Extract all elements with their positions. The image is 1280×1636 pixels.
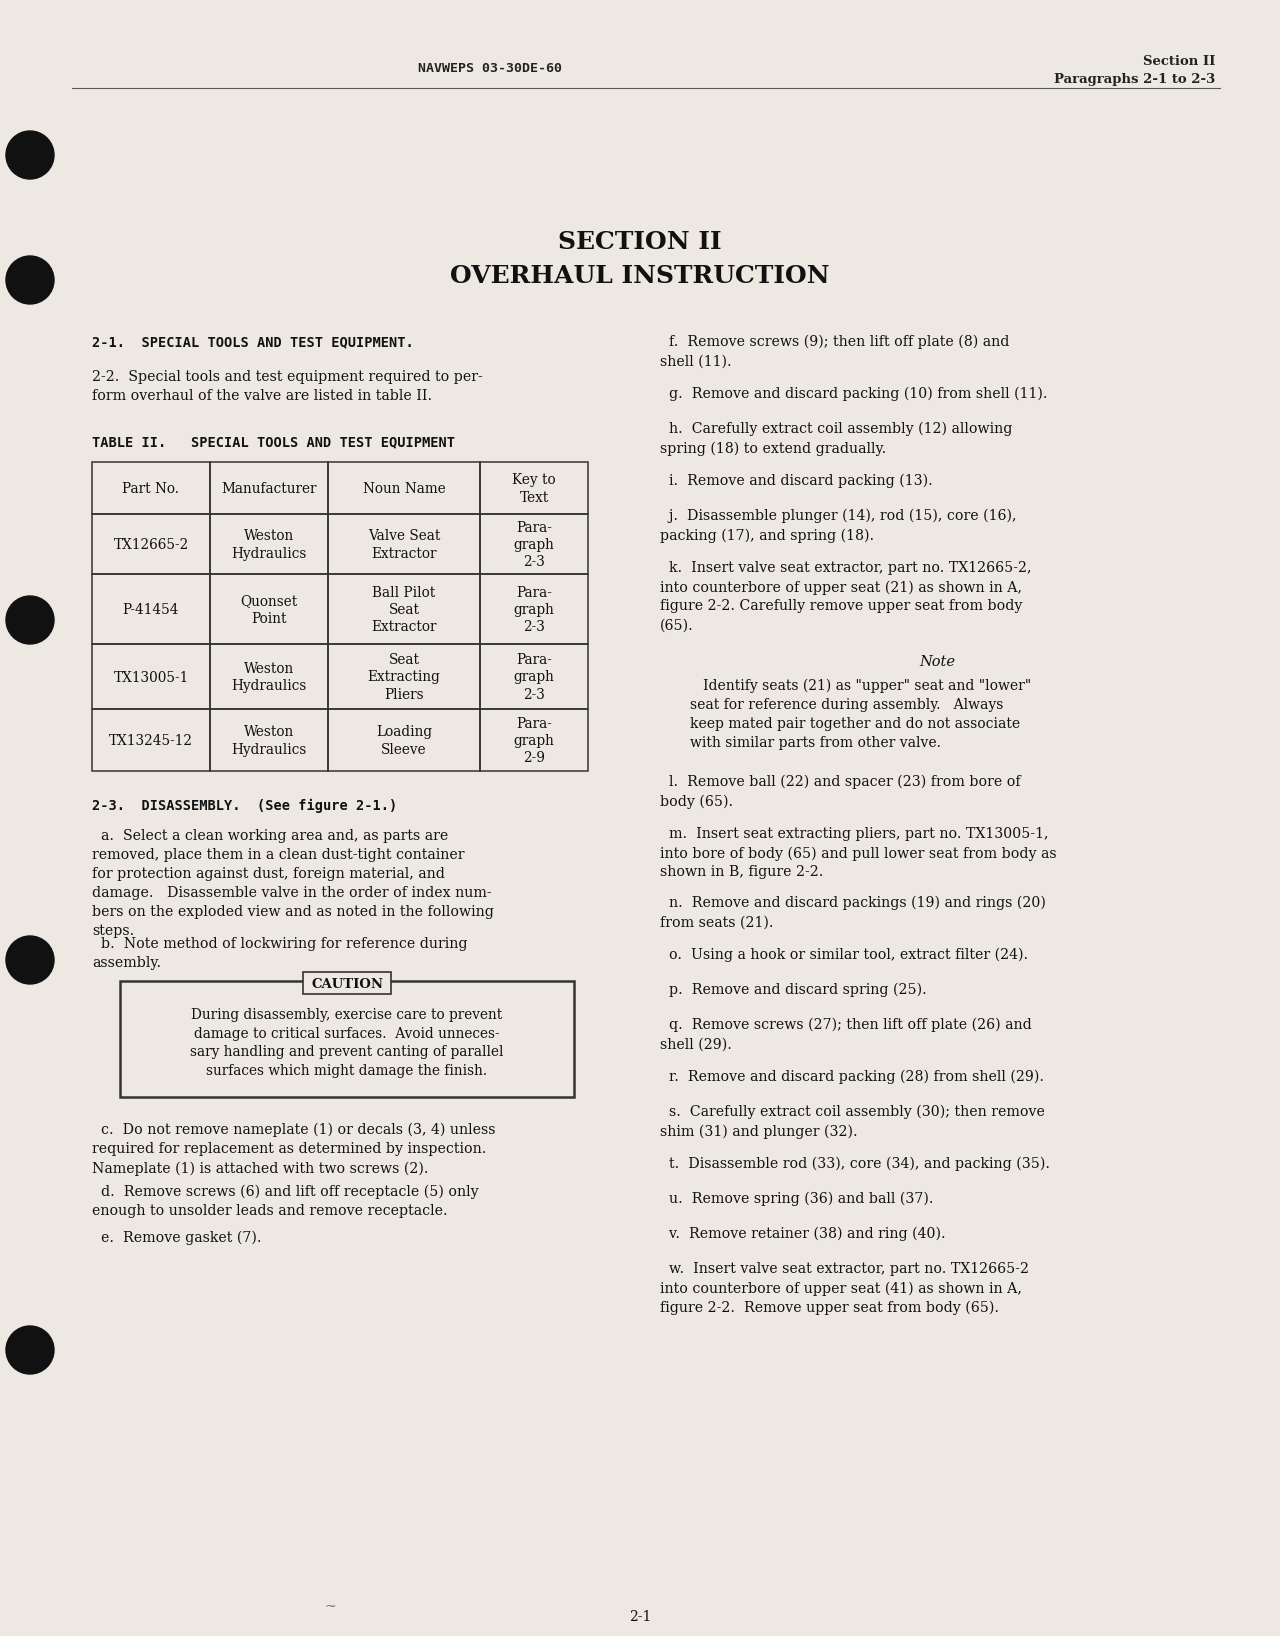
Text: SECTION II: SECTION II <box>558 231 722 254</box>
Text: i.  Remove and discard packing (13).: i. Remove and discard packing (13). <box>660 474 933 489</box>
Text: Weston
Hydraulics: Weston Hydraulics <box>232 663 307 694</box>
Bar <box>92 461 210 514</box>
Text: Manufacturer: Manufacturer <box>221 483 316 496</box>
Text: Loading
Sleeve: Loading Sleeve <box>376 725 433 756</box>
Bar <box>210 574 328 645</box>
Bar <box>480 514 588 574</box>
Text: Para-
graph
2-3: Para- graph 2-3 <box>513 586 554 635</box>
Text: e.  Remove gasket (7).: e. Remove gasket (7). <box>92 1230 261 1245</box>
Text: c.  Do not remove nameplate (1) or decals (3, 4) unless
required for replacement: c. Do not remove nameplate (1) or decals… <box>92 1122 495 1176</box>
Circle shape <box>6 936 54 983</box>
Text: a.  Select a clean working area and, as parts are
removed, place them in a clean: a. Select a clean working area and, as p… <box>92 829 494 937</box>
Text: Para-
graph
2-3: Para- graph 2-3 <box>513 520 554 569</box>
Text: l.  Remove ball (22) and spacer (23) from bore of
body (65).: l. Remove ball (22) and spacer (23) from… <box>660 775 1020 808</box>
Bar <box>328 461 480 514</box>
Bar <box>480 645 588 708</box>
Text: Paragraphs 2-1 to 2-3: Paragraphs 2-1 to 2-3 <box>1053 74 1215 87</box>
Text: Quonset
Point: Quonset Point <box>241 594 298 625</box>
Text: P-41454: P-41454 <box>123 604 179 617</box>
Text: n.  Remove and discard packings (19) and rings (20)
from seats (21).: n. Remove and discard packings (19) and … <box>660 897 1046 929</box>
Text: CAUTION: CAUTION <box>311 977 383 990</box>
Text: TX13005-1: TX13005-1 <box>114 671 188 684</box>
Text: Part No.: Part No. <box>123 483 179 496</box>
Bar <box>303 972 390 995</box>
Text: b.  Note method of lockwiring for reference during
assembly.: b. Note method of lockwiring for referen… <box>92 937 467 970</box>
Bar <box>328 514 480 574</box>
Text: s.  Carefully extract coil assembly (30); then remove
shim (31) and plunger (32): s. Carefully extract coil assembly (30);… <box>660 1104 1044 1139</box>
Text: Noun Name: Noun Name <box>362 483 445 496</box>
Text: OVERHAUL INSTRUCTION: OVERHAUL INSTRUCTION <box>451 263 829 288</box>
Circle shape <box>6 596 54 645</box>
Text: k.  Insert valve seat extractor, part no. TX12665-2,
into counterbore of upper s: k. Insert valve seat extractor, part no.… <box>660 561 1032 633</box>
Text: w.  Insert valve seat extractor, part no. TX12665-2
into counterbore of upper se: w. Insert valve seat extractor, part no.… <box>660 1261 1029 1315</box>
Circle shape <box>6 1327 54 1374</box>
Text: v.  Remove retainer (38) and ring (40).: v. Remove retainer (38) and ring (40). <box>660 1227 946 1242</box>
Text: u.  Remove spring (36) and ball (37).: u. Remove spring (36) and ball (37). <box>660 1193 933 1206</box>
Text: Identify seats (21) as "upper" seat and "lower"
seat for reference during assemb: Identify seats (21) as "upper" seat and … <box>690 679 1032 751</box>
Text: j.  Disassemble plunger (14), rod (15), core (16),
packing (17), and spring (18): j. Disassemble plunger (14), rod (15), c… <box>660 509 1016 543</box>
Text: NAVWEPS 03-30DE-60: NAVWEPS 03-30DE-60 <box>419 62 562 75</box>
Text: ~: ~ <box>324 1600 335 1615</box>
Text: TABLE II.   SPECIAL TOOLS AND TEST EQUIPMENT: TABLE II. SPECIAL TOOLS AND TEST EQUIPME… <box>92 435 454 448</box>
Text: Seat
Extracting
Pliers: Seat Extracting Pliers <box>367 653 440 702</box>
Bar <box>328 574 480 645</box>
Text: Ball Pilot
Seat
Extractor: Ball Pilot Seat Extractor <box>371 586 436 635</box>
Bar <box>210 514 328 574</box>
Bar <box>92 514 210 574</box>
Bar <box>92 574 210 645</box>
Text: TX12665-2: TX12665-2 <box>114 538 188 551</box>
Text: m.  Insert seat extracting pliers, part no. TX13005-1,
into bore of body (65) an: m. Insert seat extracting pliers, part n… <box>660 828 1056 880</box>
Bar <box>480 461 588 514</box>
Text: o.  Using a hook or similar tool, extract filter (24).: o. Using a hook or similar tool, extract… <box>660 947 1028 962</box>
Bar <box>210 708 328 771</box>
Bar <box>328 708 480 771</box>
Bar <box>480 708 588 771</box>
Text: h.  Carefully extract coil assembly (12) allowing
spring (18) to extend graduall: h. Carefully extract coil assembly (12) … <box>660 422 1012 456</box>
Text: 2-3.  DISASSEMBLY.  (See figure 2-1.): 2-3. DISASSEMBLY. (See figure 2-1.) <box>92 798 397 813</box>
Circle shape <box>6 131 54 178</box>
Text: 2-2.  Special tools and test equipment required to per-
form overhaul of the val: 2-2. Special tools and test equipment re… <box>92 370 483 402</box>
Bar <box>210 461 328 514</box>
Text: During disassembly, exercise care to prevent
damage to critical surfaces.  Avoid: During disassembly, exercise care to pre… <box>191 1008 504 1078</box>
Bar <box>328 645 480 708</box>
Text: TX13245-12: TX13245-12 <box>109 735 193 748</box>
Text: Weston
Hydraulics: Weston Hydraulics <box>232 725 307 756</box>
Text: Section II: Section II <box>1143 56 1215 69</box>
Bar <box>92 708 210 771</box>
Circle shape <box>6 255 54 304</box>
Text: d.  Remove screws (6) and lift off receptacle (5) only
enough to unsolder leads : d. Remove screws (6) and lift off recept… <box>92 1184 479 1219</box>
Text: Valve Seat
Extractor: Valve Seat Extractor <box>367 530 440 561</box>
Text: r.  Remove and discard packing (28) from shell (29).: r. Remove and discard packing (28) from … <box>660 1070 1044 1085</box>
Text: Key to
Text: Key to Text <box>512 473 556 504</box>
Text: 2-1.  SPECIAL TOOLS AND TEST EQUIPMENT.: 2-1. SPECIAL TOOLS AND TEST EQUIPMENT. <box>92 335 413 348</box>
Text: g.  Remove and discard packing (10) from shell (11).: g. Remove and discard packing (10) from … <box>660 388 1047 401</box>
Text: Weston
Hydraulics: Weston Hydraulics <box>232 530 307 561</box>
Text: f.  Remove screws (9); then lift off plate (8) and
shell (11).: f. Remove screws (9); then lift off plat… <box>660 335 1010 368</box>
Text: q.  Remove screws (27); then lift off plate (26) and
shell (29).: q. Remove screws (27); then lift off pla… <box>660 1018 1032 1052</box>
Text: Note: Note <box>919 654 955 669</box>
Bar <box>92 645 210 708</box>
Bar <box>210 645 328 708</box>
Text: p.  Remove and discard spring (25).: p. Remove and discard spring (25). <box>660 983 927 998</box>
Text: 2-1: 2-1 <box>628 1610 652 1625</box>
Text: Para-
graph
2-3: Para- graph 2-3 <box>513 653 554 702</box>
Bar <box>480 574 588 645</box>
Text: t.  Disassemble rod (33), core (34), and packing (35).: t. Disassemble rod (33), core (34), and … <box>660 1157 1050 1171</box>
Text: Para-
graph
2-9: Para- graph 2-9 <box>513 717 554 766</box>
